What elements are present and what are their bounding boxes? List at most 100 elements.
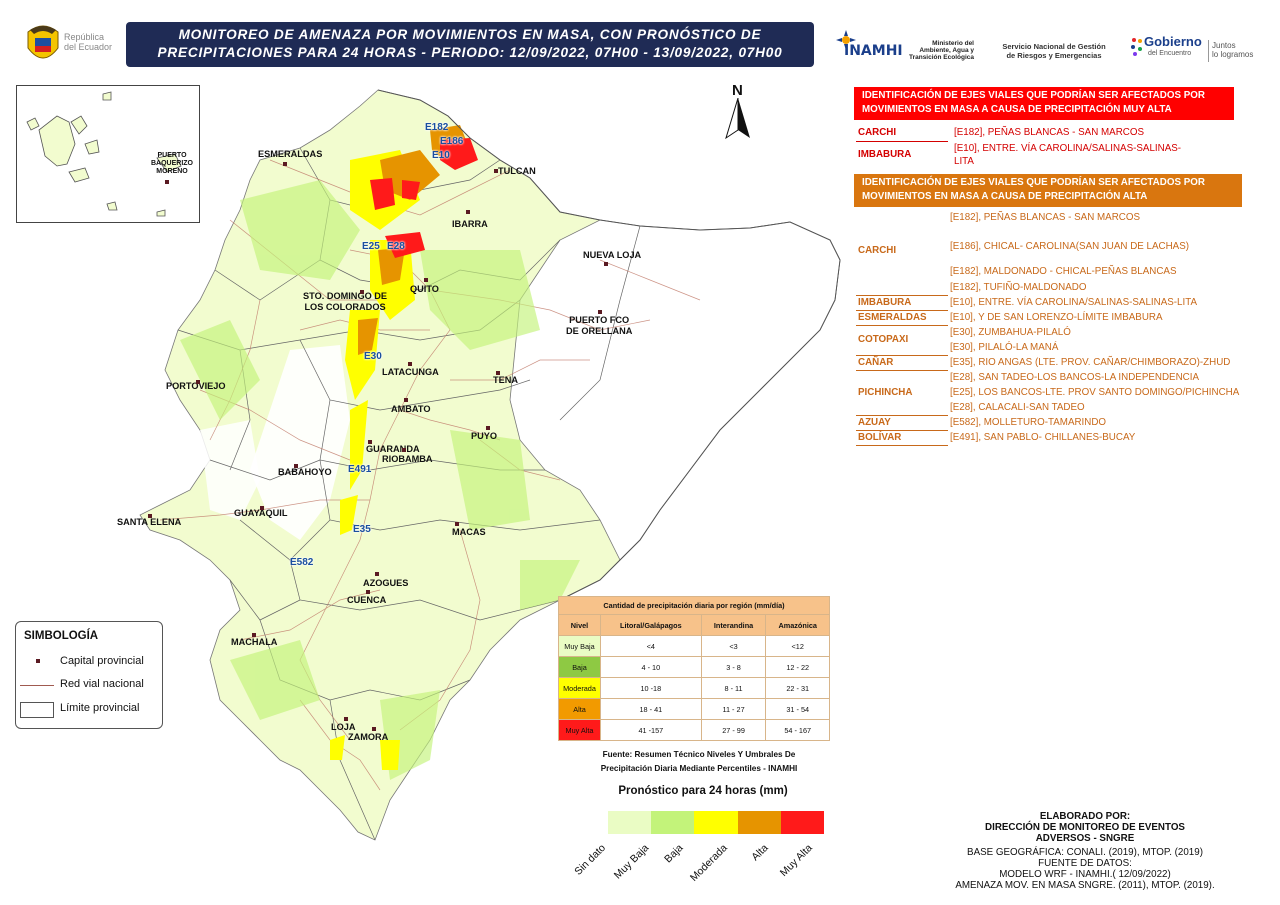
level-baja: Baja: [558, 656, 601, 678]
gobierno-label: Gobierno: [1144, 34, 1202, 49]
city-cuenca: CUENCA: [347, 595, 387, 605]
alta-prov-esmeraldas: ESMERALDAS: [858, 312, 927, 323]
gobierno-star-icon: [1131, 38, 1142, 56]
alta-road: [E10], Y DE SAN LORENZO-LÍMITE IMBABURA: [950, 312, 1163, 323]
level-muy-baja: Muy Baja: [558, 635, 601, 657]
alta-road: [E28], SAN TADEO-LOS BANCOS-LA INDEPENDE…: [950, 372, 1199, 383]
muy-alta-prov-carchi: CARCHI: [858, 127, 897, 138]
capital-marker: [408, 362, 412, 366]
north-label: N: [732, 82, 743, 99]
city-tulcan: TULCAN: [498, 166, 536, 176]
capital-marker: [368, 440, 372, 444]
table-cell: 41 -157: [600, 719, 702, 741]
ramp-swatch-baja: [651, 811, 695, 834]
capital-marker: [604, 262, 608, 266]
table-row: Baja 4 - 10 3 - 8 12 - 22: [558, 656, 830, 678]
credits-line-2: DIRECCIÓN DE MONITOREO DE EVENTOS: [985, 822, 1185, 833]
alta-prov-canar: CAÑAR: [858, 357, 894, 368]
muy-alta-road: [E10], ENTRE. VÍA CAROLINA/SALINAS-SALIN…: [954, 143, 1182, 154]
juntos-line-2: lo logramos: [1212, 50, 1254, 59]
alta-road: [E186], CHICAL- CAROLINA(SAN JUAN DE LAC…: [950, 241, 1189, 252]
road-e491: E491: [348, 464, 372, 475]
city-guayaquil: GUAYAQUIL: [234, 508, 288, 518]
logo-text-2: del Ecuador: [64, 42, 113, 52]
divider: [856, 445, 948, 446]
ecuador-logo: República del Ecuador: [22, 20, 132, 68]
table-cell: 12 - 22: [765, 656, 830, 678]
table-source-line-1: Fuente: Resumen Técnico Niveles Y Umbral…: [602, 750, 796, 759]
divider: [856, 310, 948, 311]
table-cell: 8 - 11: [700, 677, 767, 699]
table-row: Muy Alta 41 -157 27 - 99 54 - 167: [558, 719, 830, 741]
border-outline: [377, 89, 841, 601]
alta-road: [E582], MOLLETURO-TAMARINDO: [950, 417, 1107, 428]
juntos-line-1: Juntos: [1212, 41, 1236, 50]
sngre-line-1: Servicio Nacional de Gestión: [1002, 42, 1106, 51]
precipitation-table: Cantidad de precipitación diaria por reg…: [558, 596, 830, 741]
alta-road: [E10], ENTRE. VÍA CAROLINA/SALINAS-SALIN…: [950, 297, 1197, 308]
capital-marker: [494, 169, 498, 173]
credits: ELABORADO POR: DIRECCIÓN DE MONITOREO DE…: [925, 811, 1245, 891]
capital-marker: [466, 210, 470, 214]
logo-text-1: República: [64, 32, 105, 42]
city-portoviejo: PORTOVIEJO: [166, 381, 226, 391]
divider: [856, 415, 948, 416]
road-e10: E10: [432, 150, 450, 161]
road-e186: E186: [440, 136, 464, 147]
table-header: Interandina: [700, 614, 767, 636]
table-header: Amazónica: [765, 614, 830, 636]
ramp-swatch-muy-baja: [608, 811, 652, 834]
alta-header-line-2: MOVIMIENTOS EN MASA A CAUSA DE PRECIPITA…: [862, 191, 1148, 202]
sngre-logo: Servicio Nacional de Gestión de Riesgos …: [996, 42, 1112, 60]
credits-line-1: ELABORADO POR:: [1039, 811, 1131, 822]
table-cell: <12: [765, 635, 830, 657]
capital-marker: [372, 727, 376, 731]
table-cell: 10 -18: [600, 677, 702, 699]
table-cell: 31 - 54: [765, 698, 830, 720]
city-nueva-loja: NUEVA LOJA: [583, 250, 642, 260]
muy-alta-road: LITA: [954, 156, 974, 167]
road-e35: E35: [353, 524, 371, 535]
table-cell: 27 - 99: [700, 719, 767, 741]
level-muy-alta: Muy Alta: [558, 719, 601, 741]
table-cell: 22 - 31: [765, 677, 830, 699]
map-title-line-1: MONITOREO DE AMENAZA POR MOVIMIENTOS EN …: [178, 27, 762, 42]
alta-prov-bolivar: BOLÍVAR: [858, 432, 902, 443]
alta-road: [E491], SAN PABLO- CHILLANES-BUCAY: [950, 432, 1136, 443]
inamhi-logo: INAMHI: [834, 26, 903, 66]
city-tena: TENA: [493, 375, 519, 385]
credits-line-4: BASE GEOGRÁFICA: CONALI. (2019), MTOP. (…: [967, 847, 1203, 858]
muy-alta-header-line-2: MOVIMIENTOS EN MASA A CAUSA DE PRECIPITA…: [862, 104, 1172, 115]
capital-marker: [196, 380, 200, 384]
table-cell: <4: [600, 635, 702, 657]
city-machala: MACHALA: [231, 637, 278, 647]
capital-marker: [366, 590, 370, 594]
ramp-swatch-alta: [737, 811, 781, 834]
divider: [856, 295, 948, 296]
alta-road: [E182], PEÑAS BLANCAS - SAN MARCOS: [950, 212, 1141, 223]
table-cell: 11 - 27: [700, 698, 767, 720]
capital-marker: [496, 371, 500, 375]
city-orellana-line-1: PUERTO FCO: [569, 315, 630, 325]
city-zamora: ZAMORA: [348, 732, 389, 742]
gobierno-logo: Gobierno del Encuentro Juntos lo logramo…: [1130, 30, 1270, 66]
ministerio-line-2: Ambiente, Agua y: [919, 47, 974, 54]
city-macas: MACAS: [452, 527, 486, 537]
credits-line-7: AMENAZA MOV. EN MASA SNGRE. (2011), MTOP…: [955, 880, 1215, 891]
capital-marker: [402, 448, 406, 452]
city-guaranda: GUARANDA: [366, 444, 420, 454]
forecast-color-ramp: [608, 811, 825, 834]
alta-prov-imbabura: IMBABURA: [858, 297, 912, 308]
table-cell: 3 - 8: [700, 656, 767, 678]
sngre-line-2: de Riesgos y Emergencias: [1006, 51, 1102, 60]
precipitation-caption: Cantidad de precipitación diaria por reg…: [558, 596, 830, 615]
inamhi-icon: [836, 30, 856, 50]
road-e25: E25: [362, 241, 380, 252]
muy-alta-road: [E182], PEÑAS BLANCAS - SAN MARCOS: [954, 127, 1145, 138]
road-e582: E582: [290, 557, 314, 568]
ministerio-line-3: Transición Ecológica: [908, 54, 974, 61]
ecuador-map: [139, 89, 841, 841]
city-sto-domingo-line-2: LOS COLORADOS: [304, 302, 386, 312]
table-row: Alta 18 - 41 11 - 27 31 - 54: [558, 698, 830, 720]
capital-marker: [455, 522, 459, 526]
